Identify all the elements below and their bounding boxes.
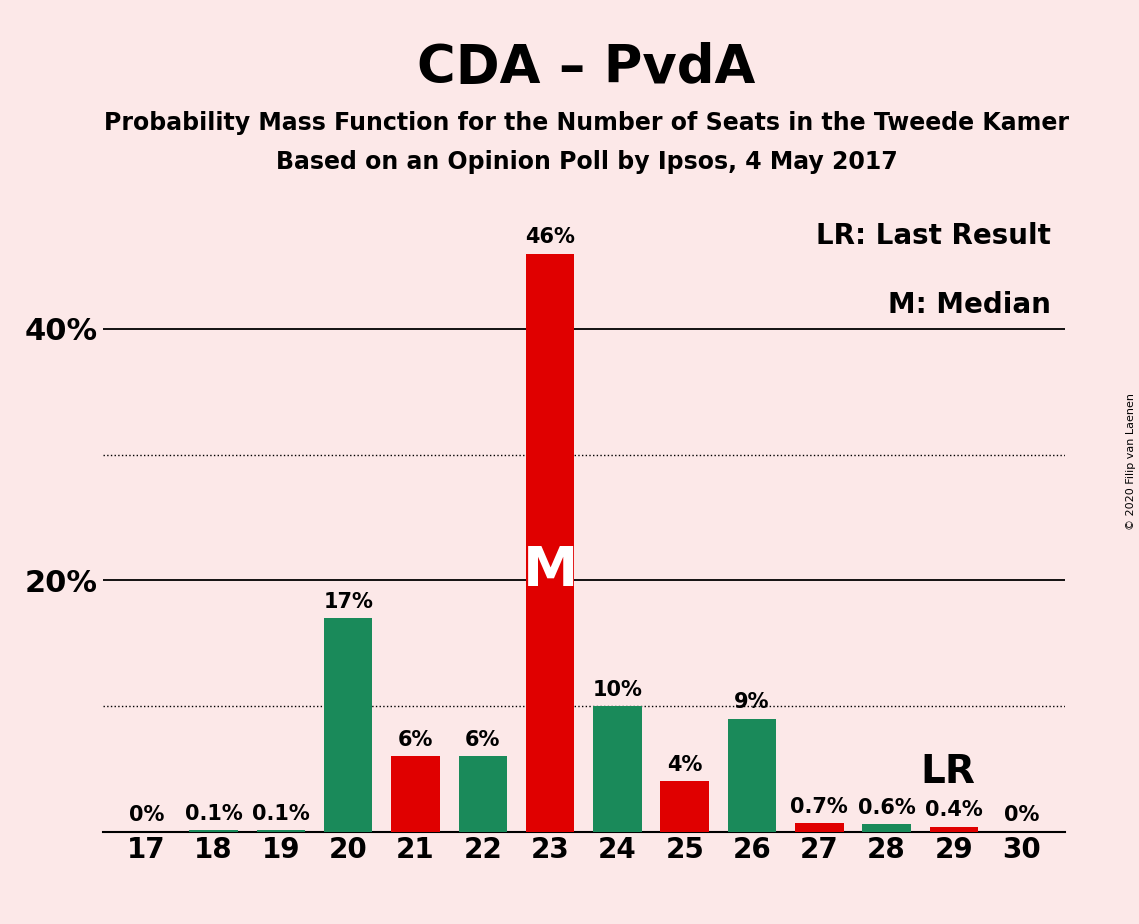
Text: 0%: 0% <box>1003 806 1039 825</box>
Bar <box>929 827 978 832</box>
Bar <box>392 756 440 832</box>
Text: 17%: 17% <box>323 591 374 612</box>
Text: Probability Mass Function for the Number of Seats in the Tweede Kamer: Probability Mass Function for the Number… <box>104 111 1070 135</box>
Bar <box>459 756 507 832</box>
Bar <box>728 719 777 832</box>
Text: 6%: 6% <box>465 730 500 750</box>
Text: 46%: 46% <box>525 227 575 248</box>
Bar <box>862 824 911 832</box>
Text: 4%: 4% <box>667 755 703 775</box>
Bar <box>593 706 641 832</box>
Bar <box>189 831 238 832</box>
Text: Based on an Opinion Poll by Ipsos, 4 May 2017: Based on an Opinion Poll by Ipsos, 4 May… <box>276 150 898 174</box>
Text: 6%: 6% <box>398 730 433 750</box>
Text: M: M <box>523 544 577 599</box>
Text: M: Median: M: Median <box>887 291 1050 320</box>
Bar <box>526 253 574 832</box>
Text: 0.4%: 0.4% <box>925 800 983 821</box>
Bar <box>661 782 708 832</box>
Bar <box>256 831 305 832</box>
Text: 0.7%: 0.7% <box>790 796 849 817</box>
Text: 0%: 0% <box>129 806 164 825</box>
Text: 0.1%: 0.1% <box>185 804 243 824</box>
Text: LR: Last Result: LR: Last Result <box>816 222 1050 250</box>
Text: 0.1%: 0.1% <box>252 804 310 824</box>
Bar <box>795 822 844 832</box>
Text: © 2020 Filip van Laenen: © 2020 Filip van Laenen <box>1126 394 1136 530</box>
Text: 10%: 10% <box>592 680 642 699</box>
Bar <box>323 618 372 832</box>
Text: LR: LR <box>920 753 975 791</box>
Text: 0.6%: 0.6% <box>858 797 916 818</box>
Text: CDA – PvdA: CDA – PvdA <box>417 42 756 93</box>
Text: 9%: 9% <box>735 692 770 712</box>
